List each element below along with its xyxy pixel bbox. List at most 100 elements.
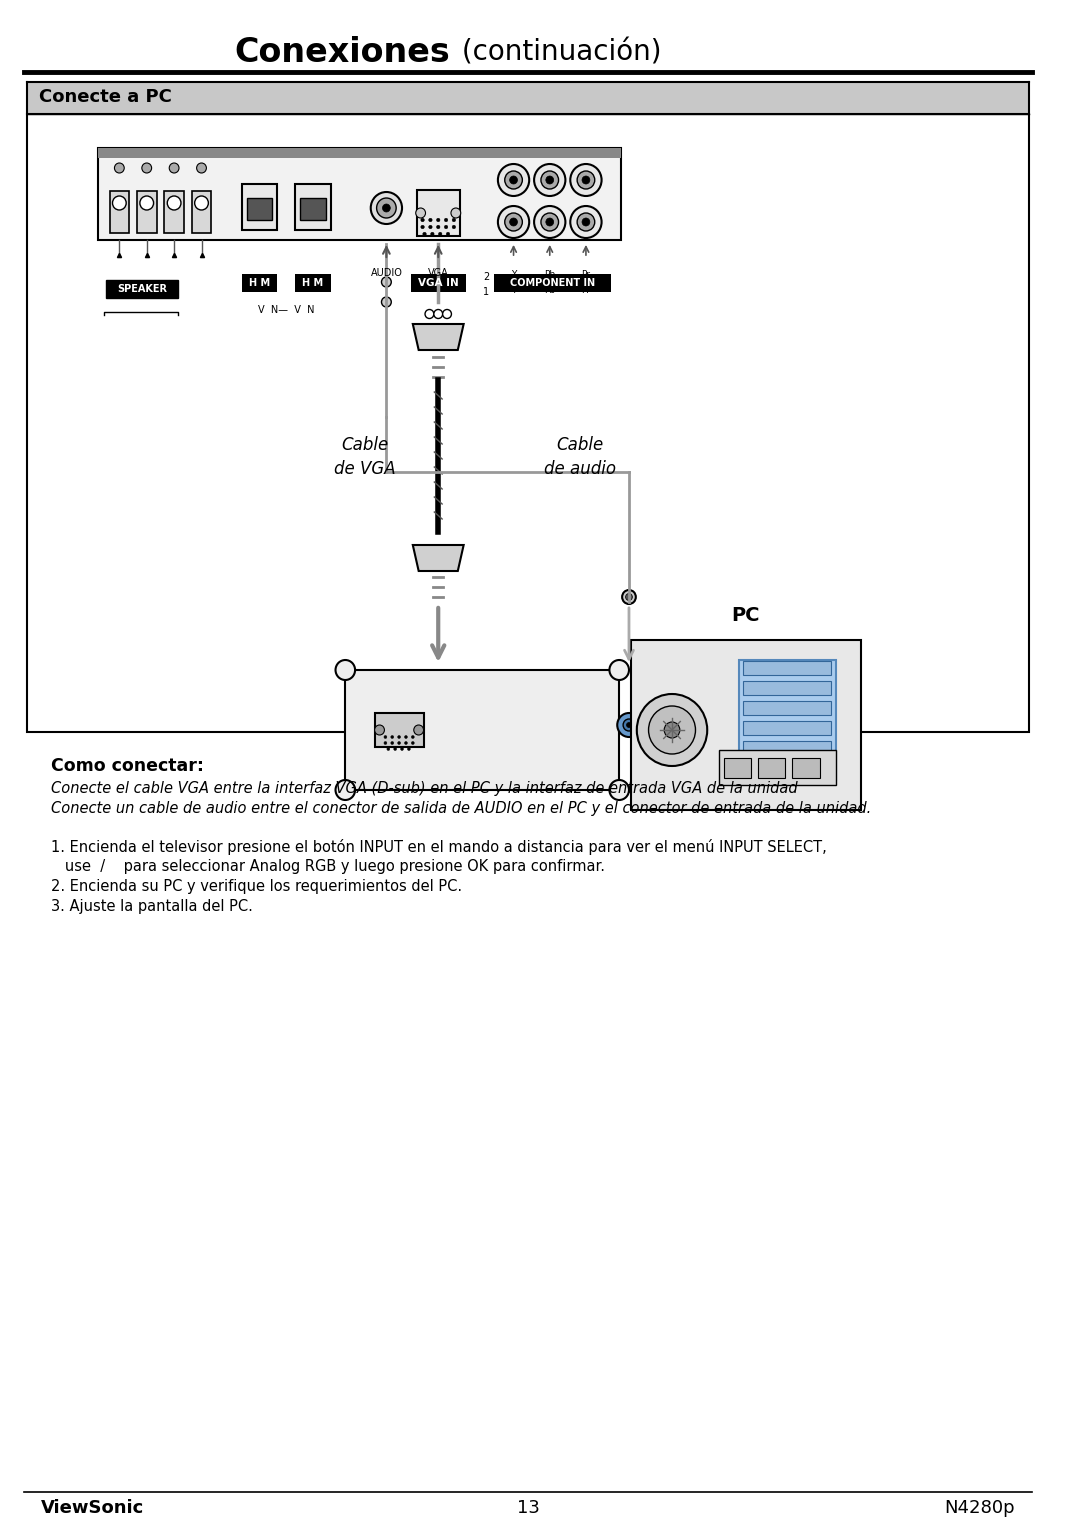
Bar <box>375 713 423 747</box>
Text: Cable
de VGA: Cable de VGA <box>334 435 395 478</box>
Circle shape <box>623 719 635 731</box>
Text: Y: Y <box>511 286 516 295</box>
Circle shape <box>140 195 153 211</box>
Text: 2: 2 <box>483 272 489 282</box>
Text: 3. Ajuste la pantalla del PC.: 3. Ajuste la pantalla del PC. <box>51 899 253 915</box>
Circle shape <box>504 212 523 231</box>
Circle shape <box>170 163 179 173</box>
Bar <box>246 199 272 220</box>
Circle shape <box>336 780 355 800</box>
Circle shape <box>405 742 407 745</box>
Text: Conecte un cable de audio entre el conector de salida de AUDIO en el PC y el con: Conecte un cable de audio entre el conec… <box>51 802 872 815</box>
Text: H M: H M <box>302 278 324 289</box>
Circle shape <box>446 232 449 235</box>
Circle shape <box>112 195 126 211</box>
Bar <box>743 741 832 754</box>
Bar <box>494 273 611 292</box>
Circle shape <box>381 296 391 307</box>
Text: VGA IN: VGA IN <box>418 278 459 289</box>
Text: SPEAKER: SPEAKER <box>117 284 166 295</box>
Circle shape <box>429 218 432 221</box>
Text: Y: Y <box>511 270 516 279</box>
Bar <box>137 191 157 234</box>
Circle shape <box>451 208 461 218</box>
Circle shape <box>377 199 396 218</box>
Circle shape <box>114 163 124 173</box>
Bar <box>719 750 836 785</box>
Text: 1: 1 <box>483 287 489 296</box>
Circle shape <box>370 192 402 224</box>
Circle shape <box>453 224 456 229</box>
Text: Pr: Pr <box>581 270 591 279</box>
Bar <box>98 148 621 240</box>
Circle shape <box>664 722 679 738</box>
Circle shape <box>609 780 629 800</box>
Bar <box>793 757 820 777</box>
Bar <box>296 183 330 231</box>
Circle shape <box>336 660 355 680</box>
Circle shape <box>582 176 590 183</box>
Circle shape <box>394 748 396 750</box>
Text: Como conectar:: Como conectar: <box>51 757 204 776</box>
Bar <box>631 640 861 809</box>
Circle shape <box>436 218 440 221</box>
Circle shape <box>397 736 401 739</box>
Circle shape <box>141 163 151 173</box>
Circle shape <box>570 206 602 238</box>
Bar <box>743 681 832 695</box>
Bar <box>724 757 752 777</box>
Bar <box>410 273 465 292</box>
Bar <box>758 757 785 777</box>
Circle shape <box>582 218 590 226</box>
Circle shape <box>391 742 394 745</box>
Circle shape <box>570 163 602 195</box>
Bar <box>346 670 619 789</box>
Circle shape <box>434 310 443 319</box>
Circle shape <box>384 736 387 739</box>
Circle shape <box>411 736 415 739</box>
Text: Pr: Pr <box>581 286 591 295</box>
Circle shape <box>421 218 424 221</box>
Text: N4280p: N4280p <box>945 1500 1015 1516</box>
Text: use  /    para seleccionar Analog RGB y luego presione OK para confirmar.: use / para seleccionar Analog RGB y lueg… <box>51 860 605 873</box>
Circle shape <box>375 725 384 734</box>
Circle shape <box>381 276 391 287</box>
Text: 1. Encienda el televisor presione el botón INPUT en el mando a distancia para ve: 1. Encienda el televisor presione el bot… <box>51 838 826 855</box>
Circle shape <box>401 748 404 750</box>
Circle shape <box>622 589 636 605</box>
Text: (continuación): (continuación) <box>453 38 661 66</box>
Text: ViewSonic: ViewSonic <box>41 1500 145 1516</box>
Circle shape <box>626 722 632 727</box>
Bar <box>164 191 184 234</box>
Bar <box>98 148 621 157</box>
Circle shape <box>438 232 442 235</box>
Bar <box>417 189 460 237</box>
Circle shape <box>541 171 558 189</box>
Circle shape <box>426 553 434 562</box>
Circle shape <box>577 171 595 189</box>
Polygon shape <box>413 324 463 350</box>
Circle shape <box>422 232 427 235</box>
Circle shape <box>443 310 451 319</box>
Circle shape <box>545 176 554 183</box>
Bar <box>109 191 130 234</box>
Bar <box>27 115 1029 731</box>
Circle shape <box>510 218 517 226</box>
Circle shape <box>426 310 434 319</box>
Circle shape <box>194 195 208 211</box>
Text: PC: PC <box>731 606 759 625</box>
Circle shape <box>625 594 633 600</box>
Circle shape <box>397 742 401 745</box>
Circle shape <box>443 553 451 562</box>
Circle shape <box>384 742 387 745</box>
Bar <box>743 721 832 734</box>
Circle shape <box>421 224 424 229</box>
Circle shape <box>609 660 629 680</box>
Polygon shape <box>413 545 463 571</box>
Circle shape <box>541 212 558 231</box>
Circle shape <box>167 195 181 211</box>
Circle shape <box>411 742 415 745</box>
Text: Pb: Pb <box>544 286 555 295</box>
Bar <box>27 82 1029 115</box>
Circle shape <box>453 218 456 221</box>
